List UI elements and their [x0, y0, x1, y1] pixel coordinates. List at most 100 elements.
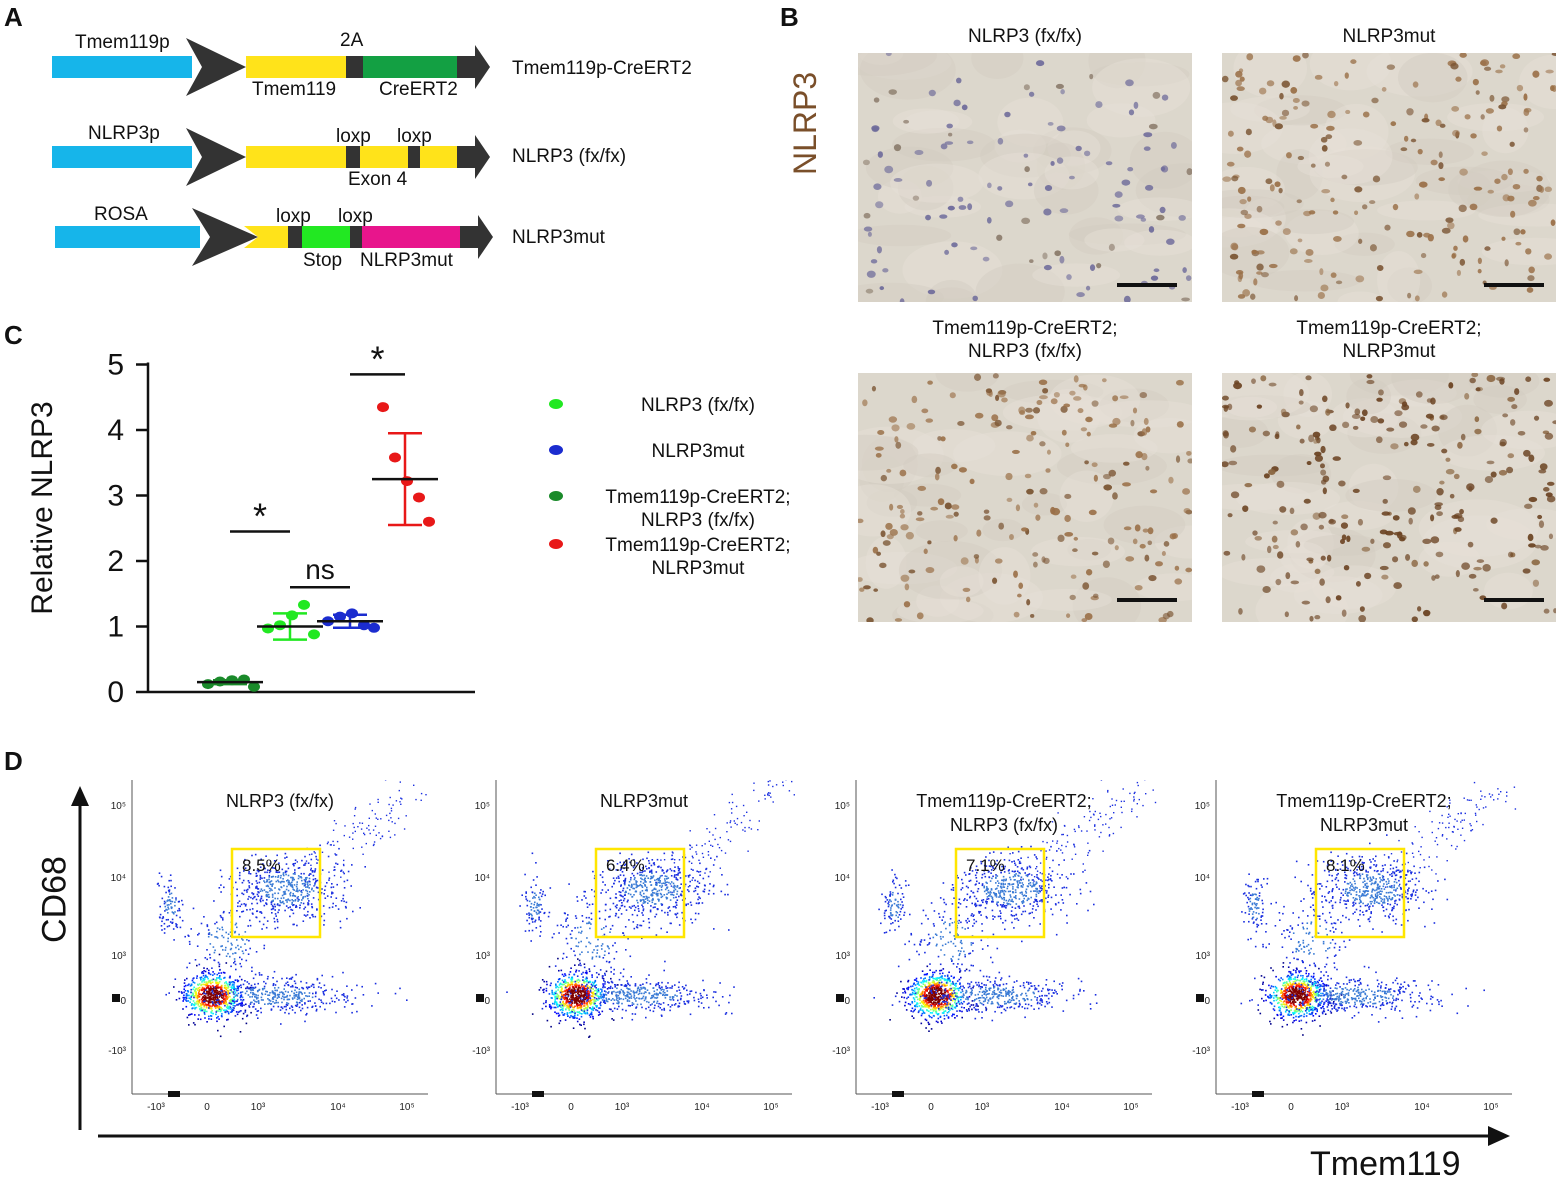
event — [613, 991, 615, 993]
event — [683, 1001, 685, 1003]
promoter-label-1: Tmem119p — [75, 32, 170, 54]
event — [232, 953, 234, 955]
event — [236, 910, 238, 912]
event — [688, 1000, 690, 1002]
nucleus — [1378, 418, 1385, 423]
event — [220, 915, 222, 917]
event — [615, 992, 617, 994]
event — [197, 945, 199, 947]
event — [599, 956, 601, 958]
event — [211, 1010, 213, 1012]
nucleus — [1135, 585, 1143, 591]
event — [667, 912, 669, 914]
event — [656, 879, 658, 881]
nucleus — [1021, 527, 1028, 531]
nucleus — [1473, 588, 1479, 592]
event — [603, 996, 605, 998]
event — [546, 988, 548, 990]
event — [630, 976, 632, 978]
event — [271, 904, 273, 906]
event — [624, 906, 626, 908]
nucleus — [906, 532, 914, 540]
event — [236, 889, 238, 891]
event — [706, 997, 708, 999]
nucleus — [889, 416, 897, 423]
event — [232, 1003, 234, 1005]
event — [193, 977, 195, 979]
event — [302, 889, 304, 891]
event — [317, 859, 318, 860]
event — [572, 984, 574, 986]
event — [519, 905, 521, 907]
event — [241, 911, 243, 913]
event — [636, 926, 638, 928]
nucleus — [1322, 395, 1328, 402]
event — [628, 1005, 630, 1007]
event — [570, 934, 572, 936]
data-point — [202, 679, 214, 689]
event — [618, 995, 620, 997]
nucleus — [948, 133, 952, 137]
event — [245, 905, 247, 907]
top-label-loxp-4: loxp — [338, 206, 373, 228]
event — [618, 1003, 620, 1005]
nucleus — [1427, 398, 1433, 403]
event — [588, 917, 590, 919]
event — [544, 895, 546, 897]
event — [625, 995, 627, 997]
event — [577, 900, 579, 902]
event — [606, 994, 608, 996]
nucleus — [1290, 87, 1297, 94]
event — [241, 904, 243, 906]
event — [218, 1010, 220, 1012]
event — [566, 999, 568, 1001]
event — [713, 991, 715, 993]
nucleus — [957, 421, 964, 426]
event — [248, 994, 250, 996]
event — [559, 1023, 561, 1025]
nucleus — [1133, 539, 1138, 545]
event — [708, 893, 710, 895]
nucleus — [1124, 526, 1132, 530]
event — [570, 993, 572, 995]
event — [363, 833, 364, 834]
event — [216, 936, 218, 938]
event — [561, 994, 563, 996]
event — [212, 990, 214, 992]
event — [283, 872, 285, 874]
event — [578, 989, 580, 991]
event — [245, 1004, 247, 1006]
event — [654, 906, 656, 908]
event — [616, 951, 618, 953]
event — [608, 991, 610, 993]
nucleus — [1350, 59, 1356, 64]
event — [671, 1004, 673, 1006]
nucleus — [1331, 272, 1337, 277]
event — [569, 1008, 571, 1010]
nucleus — [881, 530, 886, 537]
nucleus — [1265, 178, 1272, 184]
nucleus — [1030, 614, 1034, 618]
event — [207, 978, 209, 980]
event — [170, 921, 172, 923]
event — [208, 985, 210, 987]
event — [623, 900, 625, 902]
nucleus — [1422, 539, 1431, 544]
event — [264, 988, 266, 990]
event — [280, 882, 282, 884]
event — [661, 1009, 663, 1011]
data-point — [298, 600, 310, 610]
nucleus — [1241, 210, 1249, 215]
event — [375, 826, 376, 827]
event — [221, 945, 223, 947]
event — [183, 997, 185, 999]
event — [563, 1014, 565, 1016]
x-tick-label: 0 — [204, 1102, 210, 1113]
event — [581, 1009, 583, 1011]
event — [540, 920, 542, 922]
event — [653, 1001, 655, 1003]
event — [656, 893, 658, 895]
event — [570, 948, 572, 950]
event — [313, 879, 315, 881]
event — [202, 996, 204, 998]
